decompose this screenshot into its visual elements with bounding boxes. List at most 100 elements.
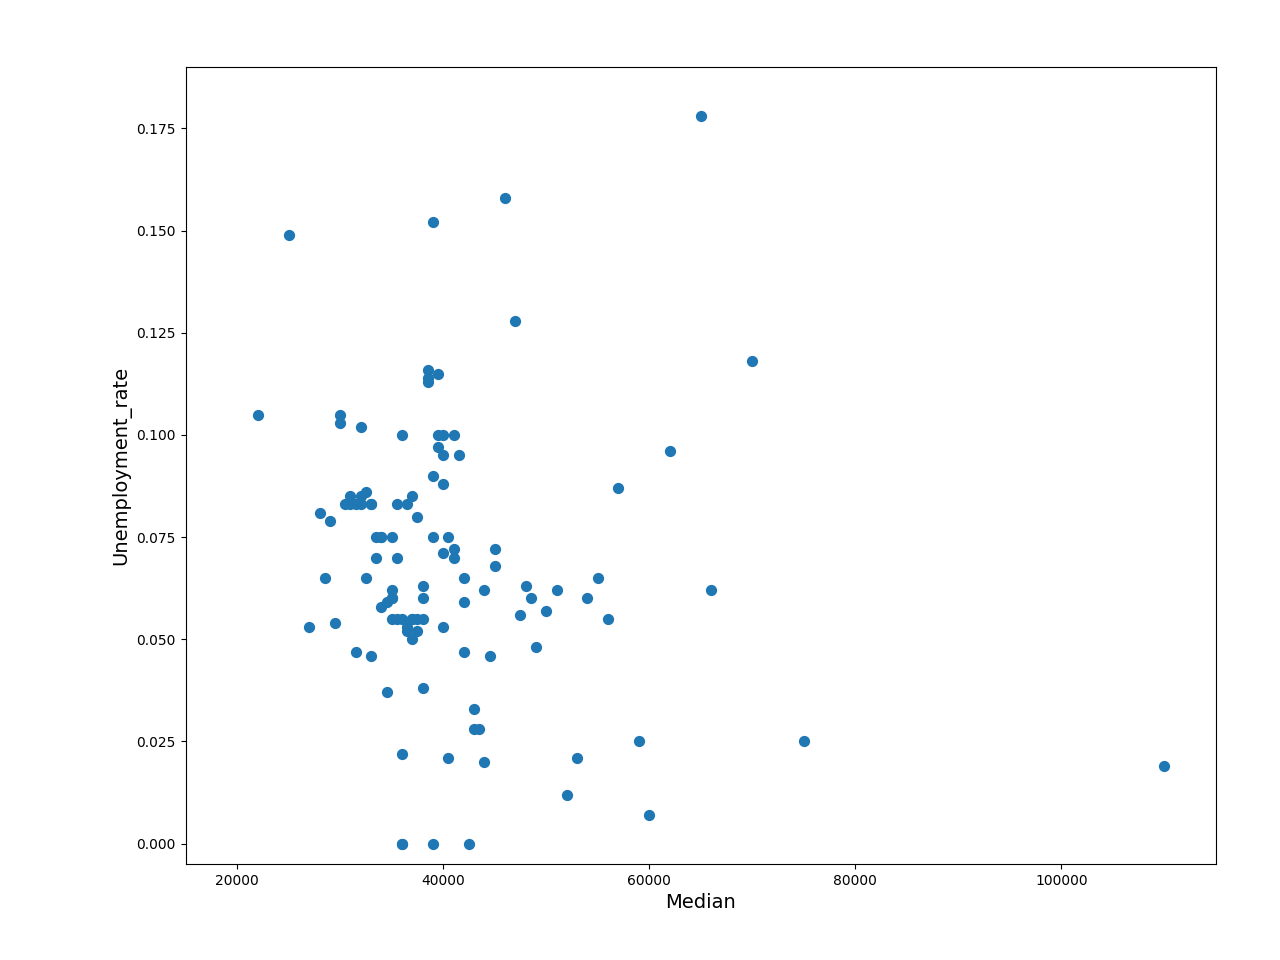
Point — [417, 370, 438, 385]
Point — [547, 583, 567, 598]
Point — [330, 407, 351, 422]
Point — [463, 722, 484, 737]
Point — [536, 603, 557, 618]
Point — [557, 787, 577, 803]
Point — [468, 722, 489, 737]
Point — [453, 644, 474, 660]
Point — [479, 648, 499, 663]
Point — [628, 733, 649, 749]
Point — [428, 440, 448, 455]
Point — [422, 468, 443, 484]
Point — [433, 476, 453, 492]
Point — [639, 807, 659, 823]
Point — [1155, 758, 1175, 774]
Point — [443, 550, 463, 565]
Point — [330, 415, 351, 430]
Point — [361, 496, 381, 512]
Point — [392, 836, 412, 852]
Point — [422, 836, 443, 852]
Point — [438, 750, 458, 765]
Point — [448, 447, 468, 463]
Point — [422, 529, 443, 544]
Point — [428, 366, 448, 381]
Point — [407, 509, 428, 524]
Point — [279, 228, 300, 243]
Point — [346, 496, 366, 512]
Point — [402, 612, 422, 627]
Point — [315, 570, 335, 586]
Point — [397, 623, 417, 638]
Point — [453, 570, 474, 586]
Point — [340, 496, 361, 512]
Point — [351, 496, 371, 512]
Point — [351, 420, 371, 435]
Point — [300, 619, 320, 635]
Point — [402, 632, 422, 647]
Point — [397, 619, 417, 635]
Point — [371, 529, 392, 544]
Point — [387, 496, 407, 512]
Point — [438, 529, 458, 544]
Point — [397, 496, 417, 512]
Point — [485, 558, 506, 573]
Point — [417, 362, 438, 377]
Point — [407, 623, 428, 638]
Point — [407, 612, 428, 627]
Point — [247, 407, 268, 422]
Point — [381, 590, 402, 606]
Point — [387, 550, 407, 565]
Point — [567, 750, 588, 765]
Point — [335, 496, 356, 512]
Point — [495, 190, 516, 205]
Point — [794, 733, 814, 749]
Point — [381, 529, 402, 544]
Point — [381, 590, 402, 606]
Point — [691, 108, 712, 124]
Point — [588, 570, 608, 586]
Point — [392, 427, 412, 443]
Point — [361, 496, 381, 512]
Point — [356, 485, 376, 500]
Point — [458, 836, 479, 852]
Point — [474, 583, 494, 598]
Point — [412, 579, 433, 594]
Point — [521, 590, 541, 606]
Point — [320, 513, 340, 528]
Point — [376, 595, 397, 611]
Point — [433, 447, 453, 463]
Point — [511, 607, 531, 622]
Point — [506, 313, 526, 328]
Point — [371, 529, 392, 544]
Point — [659, 444, 680, 459]
Point — [516, 579, 536, 594]
Point — [577, 590, 598, 606]
Point — [526, 639, 547, 655]
Point — [351, 489, 371, 504]
Point — [346, 644, 366, 660]
Point — [608, 480, 628, 495]
Point — [412, 681, 433, 696]
Point — [392, 746, 412, 761]
Point — [742, 353, 763, 369]
Point — [376, 684, 397, 700]
Point — [598, 612, 618, 627]
Point — [443, 427, 463, 443]
Point — [402, 612, 422, 627]
Point — [381, 583, 402, 598]
Point — [412, 590, 433, 606]
Point — [433, 619, 453, 635]
Point — [392, 836, 412, 852]
Point — [443, 541, 463, 557]
Point — [371, 599, 392, 614]
Point — [412, 612, 433, 627]
Point — [392, 612, 412, 627]
Point — [433, 546, 453, 562]
Point — [366, 550, 387, 565]
Y-axis label: Unemployment_rate: Unemployment_rate — [111, 366, 131, 565]
X-axis label: Median: Median — [666, 893, 736, 912]
Point — [417, 374, 438, 390]
Point — [402, 489, 422, 504]
Point — [366, 529, 387, 544]
Point — [356, 570, 376, 586]
Point — [433, 427, 453, 443]
